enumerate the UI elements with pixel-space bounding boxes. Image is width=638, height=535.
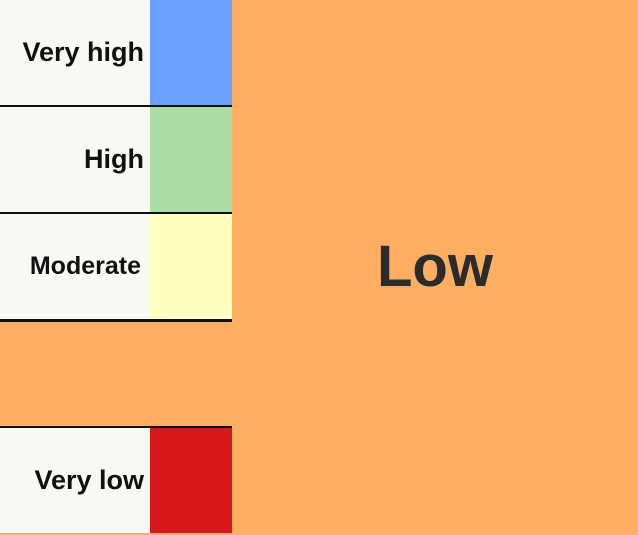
legend-label-very-high: Very high — [0, 0, 150, 105]
legend-row-high: High — [0, 107, 232, 215]
legend-divider — [0, 105, 232, 108]
legend-swatch-very-high — [150, 0, 232, 105]
legend-row-very-low: Very low — [0, 426, 232, 535]
legend-row-very-high: Very high — [0, 0, 232, 108]
legend-divider — [0, 212, 232, 215]
legend-row-moderate: Moderate — [0, 214, 232, 322]
legend-label-moderate: Moderate — [0, 214, 150, 319]
legend-swatch-high — [150, 107, 232, 212]
legend-label-high: High — [0, 107, 150, 212]
legend-swatch-very-low — [150, 428, 232, 533]
low-class-label: Low — [377, 234, 493, 299]
legend-divider — [0, 319, 232, 322]
legend-divider — [0, 426, 232, 429]
legend-label-very-low: Very low — [0, 428, 150, 533]
legend-swatch-moderate — [150, 214, 232, 319]
